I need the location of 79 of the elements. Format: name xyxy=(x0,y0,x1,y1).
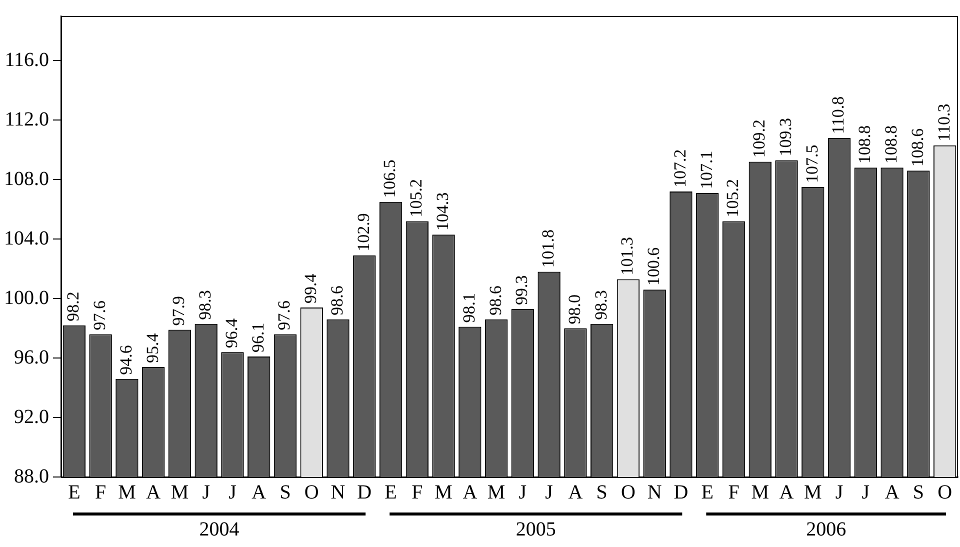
x-tick-label: O xyxy=(304,481,319,504)
data-label: 108.8 xyxy=(855,125,874,164)
x-tick-label: D xyxy=(674,481,688,504)
data-label: 98.3 xyxy=(196,290,215,320)
data-label: 105.2 xyxy=(723,178,742,218)
data-label: 101.8 xyxy=(538,230,558,268)
x-tick-label: N xyxy=(647,481,662,504)
data-label: 104.3 xyxy=(433,192,452,231)
y-tick-label: 104.0 xyxy=(4,227,49,250)
data-label: 105.2 xyxy=(406,178,426,218)
text: 2004 xyxy=(199,518,240,540)
data-label: 99.3 xyxy=(512,275,532,305)
y-tick-label: 108.0 xyxy=(4,168,49,190)
x-tick-label: D xyxy=(357,481,372,504)
data-label: 110.8 xyxy=(828,96,848,134)
x-tick-label: F xyxy=(95,481,106,504)
x-tick-label: S xyxy=(596,481,608,504)
x-tick-label: A xyxy=(146,481,162,504)
x-tick-label: J xyxy=(202,481,210,504)
x-tick-label: N xyxy=(330,481,346,504)
data-label: 97.9 xyxy=(169,296,188,326)
y-tick-label: 92.0 xyxy=(14,406,49,428)
x-tick-label: M xyxy=(804,481,822,504)
x-tick-label: M xyxy=(751,481,770,504)
x-tick-label: E xyxy=(68,481,80,504)
data-label: 99.4 xyxy=(301,273,320,304)
x-tick-label: A xyxy=(884,481,900,504)
data-label: 106.5 xyxy=(380,160,400,198)
x-tick-label: E xyxy=(384,481,397,504)
x-tick-label: A xyxy=(779,481,794,504)
data-label: 110.3 xyxy=(934,104,954,142)
x-tick-label: F xyxy=(412,481,423,504)
data-label: 101.3 xyxy=(618,236,637,276)
data-label: 98.0 xyxy=(564,294,584,324)
data-label: 98.6 xyxy=(327,286,346,316)
x-tick-label: J xyxy=(835,481,844,504)
x-tick-label: E xyxy=(701,481,714,504)
data-label: 94.6 xyxy=(116,345,136,375)
data-label: 97.6 xyxy=(90,300,110,330)
text: 2005 xyxy=(516,518,556,540)
data-label: 96.4 xyxy=(222,318,241,348)
data-label: 107.2 xyxy=(670,149,690,188)
x-tick-label: J xyxy=(862,481,870,504)
data-label: 100.6 xyxy=(644,247,664,286)
y-tick-label: 96.0 xyxy=(14,346,49,368)
x-tick-label: M xyxy=(170,481,189,504)
data-label: 98.1 xyxy=(459,293,478,323)
data-label: 108.6 xyxy=(908,128,927,167)
y-tick-label: 116.0 xyxy=(4,48,49,71)
text: 2006 xyxy=(806,518,846,540)
x-tick-label: S xyxy=(912,481,924,504)
y-tick-label: 100.0 xyxy=(4,286,49,309)
x-tick-label: M xyxy=(434,481,453,504)
x-tick-label: F xyxy=(728,481,740,504)
x-tick-label: J xyxy=(518,481,527,504)
data-label: 108.8 xyxy=(882,125,901,164)
x-tick-label: O xyxy=(938,481,952,504)
x-tick-label: J xyxy=(545,481,554,504)
data-label: 109.3 xyxy=(776,118,795,156)
y-tick-label: 112.0 xyxy=(4,108,49,130)
x-tick-label: J xyxy=(228,481,237,504)
data-label: 107.5 xyxy=(802,144,822,184)
data-label: 98.6 xyxy=(486,286,505,316)
y-tick-label: 88.0 xyxy=(14,465,49,488)
x-tick-label: M xyxy=(118,481,136,504)
x-tick-label: M xyxy=(487,481,506,504)
data-label: 98.2 xyxy=(64,292,83,322)
data-label: 97.6 xyxy=(274,300,294,330)
data-label: 95.4 xyxy=(142,332,162,363)
x-tick-label: A xyxy=(462,481,478,504)
x-tick-label: S xyxy=(280,481,291,504)
x-tick-label: A xyxy=(568,481,584,504)
data-label: 109.2 xyxy=(750,119,769,158)
data-label: 96.1 xyxy=(248,322,268,353)
x-tick-label: O xyxy=(620,481,636,504)
data-label: 102.9 xyxy=(354,213,373,252)
data-label: 107.1 xyxy=(696,150,716,189)
data-label: 98.3 xyxy=(591,290,610,320)
x-tick-label: A xyxy=(252,481,267,504)
